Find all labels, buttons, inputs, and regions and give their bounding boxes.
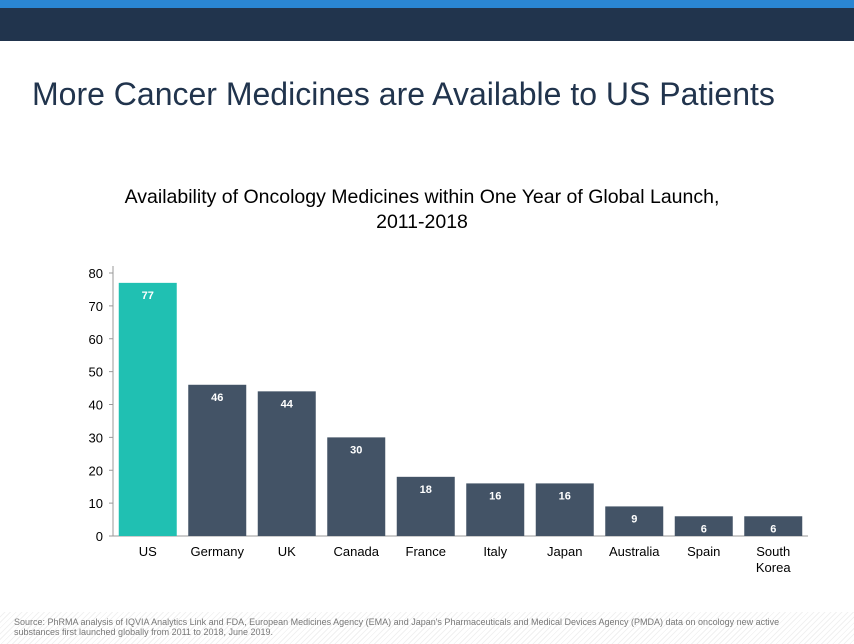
y-tick-label: 40	[89, 398, 103, 413]
data-label: 9	[631, 513, 637, 525]
header-bar	[0, 8, 854, 41]
data-label: 77	[142, 290, 154, 302]
bar-spain	[674, 516, 733, 536]
bar-japan	[535, 483, 594, 536]
data-label: 46	[211, 392, 223, 404]
y-tick-label: 80	[89, 266, 103, 281]
y-tick-label: 70	[89, 299, 103, 314]
y-tick-label: 10	[89, 496, 103, 511]
x-tick-label: Australia	[609, 544, 660, 559]
data-label: 16	[559, 490, 571, 502]
x-tick-label: US	[139, 544, 157, 559]
chart-title: Availability of Oncology Medicines withi…	[124, 186, 720, 233]
source-note: Source: PhRMA analysis of IQVIA Analytic…	[14, 617, 780, 637]
y-tick-label: 0	[96, 529, 103, 544]
x-tick-label: France	[406, 544, 446, 559]
x-tick-label: Canada	[333, 544, 379, 559]
data-label: 18	[420, 484, 432, 496]
x-tick-label: South	[756, 544, 790, 559]
x-tick-label: Japan	[547, 544, 582, 559]
bar-uk	[257, 391, 316, 536]
x-tick-label: Italy	[483, 544, 507, 559]
page-title: More Cancer Medicines are Available to U…	[32, 76, 775, 112]
footer: Source: PhRMA analysis of IQVIA Analytic…	[0, 612, 854, 644]
bar-germany	[188, 384, 247, 536]
bar-chart: 0 10 20 30 40 50 60 70 80 77 US 46 Germany 44 UK 30 Cana…	[89, 266, 808, 575]
y-tick-label: 60	[89, 332, 103, 347]
data-label: 16	[489, 490, 501, 502]
bar-us	[118, 282, 177, 536]
data-label: 30	[350, 444, 362, 456]
y-tick-label: 50	[89, 365, 103, 380]
x-tick-label: UK	[278, 544, 296, 559]
bar-australia	[605, 506, 664, 536]
y-tick-label: 30	[89, 430, 103, 445]
data-label: 6	[701, 523, 707, 535]
bar-canada	[327, 437, 386, 536]
y-tick-label: 20	[89, 463, 103, 478]
data-label: 44	[281, 398, 294, 410]
x-tick-label: Korea	[756, 560, 791, 575]
bar-italy	[466, 483, 525, 536]
data-label: 6	[770, 523, 776, 535]
bar-france	[396, 476, 455, 536]
x-tick-label: Spain	[687, 544, 720, 559]
header-accent-bar	[0, 0, 854, 8]
bar-south-korea	[744, 516, 803, 536]
x-tick-label: Germany	[191, 544, 245, 559]
